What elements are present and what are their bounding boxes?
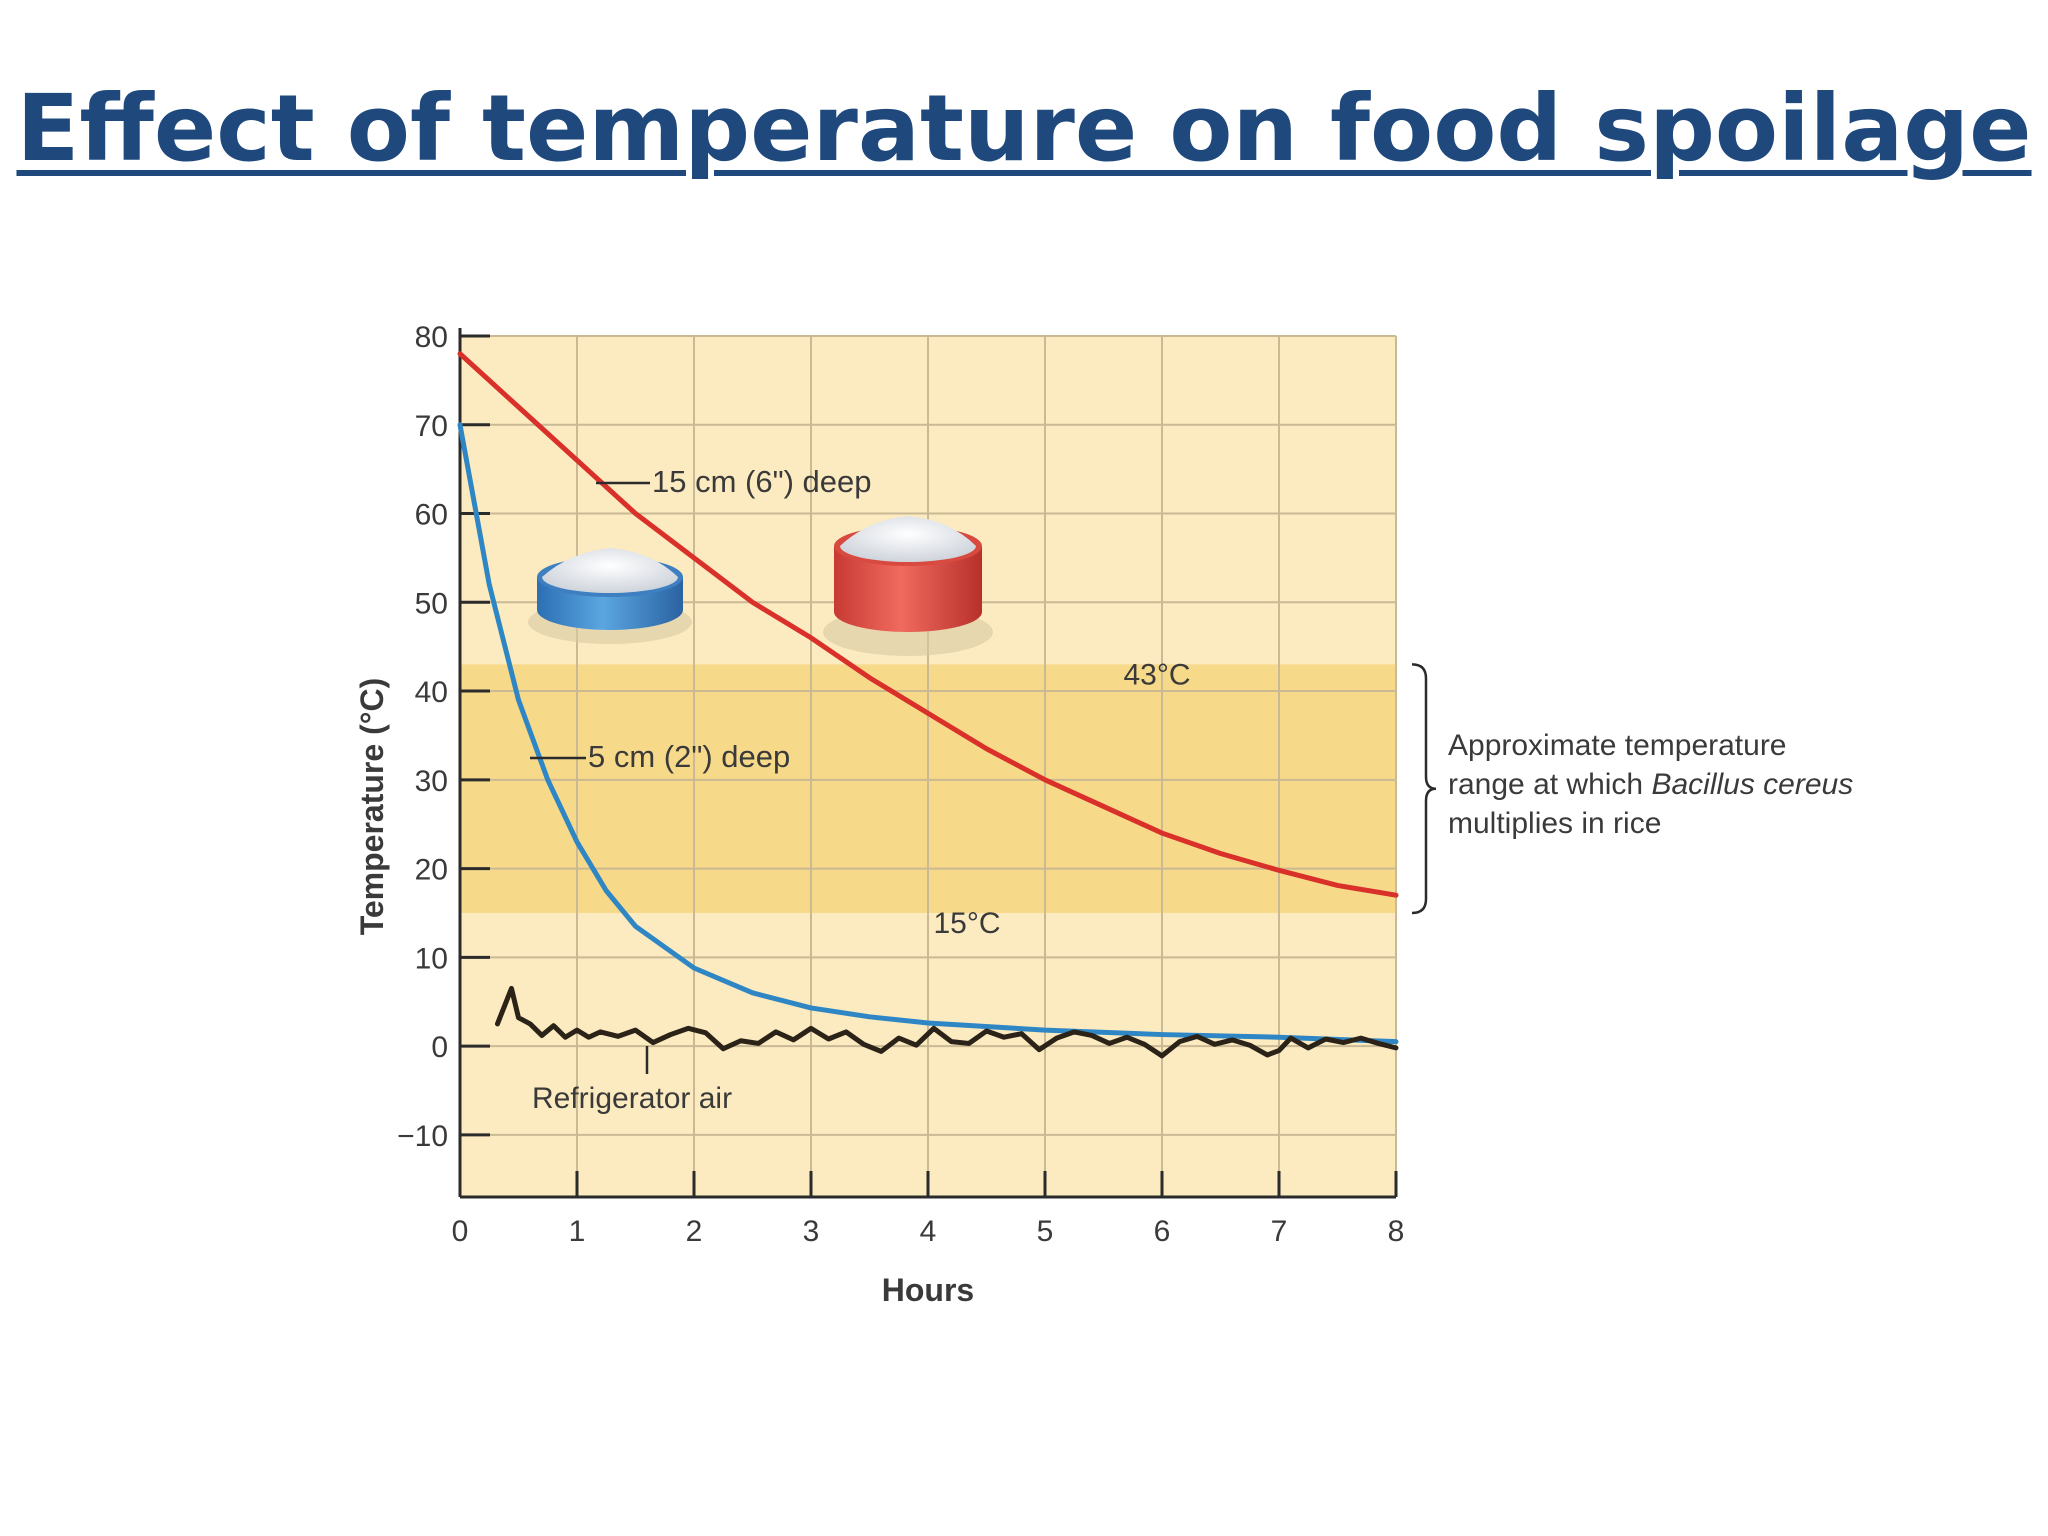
label-refrigerator-air: Refrigerator air [532,1082,732,1115]
y-tick-label: 80 [415,321,448,354]
x-tick-label: 5 [1037,1215,1054,1248]
annotation-line-1: Approximate temperature [1448,729,1787,762]
x-axis-title: Hours [882,1272,974,1308]
series-line-2 [457,422,1399,1045]
deep-container-icon [823,516,993,656]
x-tick-label: 7 [1271,1215,1288,1248]
y-tick-label: 0 [431,1031,448,1064]
label-deep-container: 15 cm (6") deep [652,464,872,499]
annotation-organism: Bacillus cereus [1651,768,1853,801]
x-tick-label: 6 [1154,1215,1171,1248]
annotation-line-3: multiplies in rice [1448,807,1661,840]
band-low-label: 15°C [933,907,1000,940]
x-tick-label: 2 [686,1215,703,1248]
label-shallow-container: 5 cm (2") deep [588,739,790,774]
annotation-line-2-text: range at which [1448,768,1651,801]
y-tick-label: 50 [415,587,448,620]
x-tick-label: 8 [1388,1215,1405,1248]
y-tick-label: −10 [397,1120,448,1153]
y-tick-label: 30 [415,765,448,798]
shallow-container-icon [528,548,692,644]
band-high-label: 43°C [1123,658,1190,691]
x-tick-label: 4 [920,1215,937,1248]
band-brace [1411,663,1437,915]
annotation-line-2: range at which Bacillus cereus [1448,768,1853,801]
y-axis-title: Temperature (°C) [354,678,390,936]
x-tick-label: 3 [803,1215,820,1248]
series-line-3 [494,985,1399,1059]
y-tick-label: 20 [415,854,448,887]
y-tick-label: 40 [415,676,448,709]
series-line-1 [457,351,1399,898]
x-tick-label: 1 [569,1215,586,1248]
y-tick-label: 10 [415,942,448,975]
y-tick-label: 60 [415,499,448,532]
slide-title: Effect of temperature on food spoilage [16,75,2032,182]
y-tick-label: 70 [415,410,448,443]
x-tick-label: 0 [452,1215,469,1248]
